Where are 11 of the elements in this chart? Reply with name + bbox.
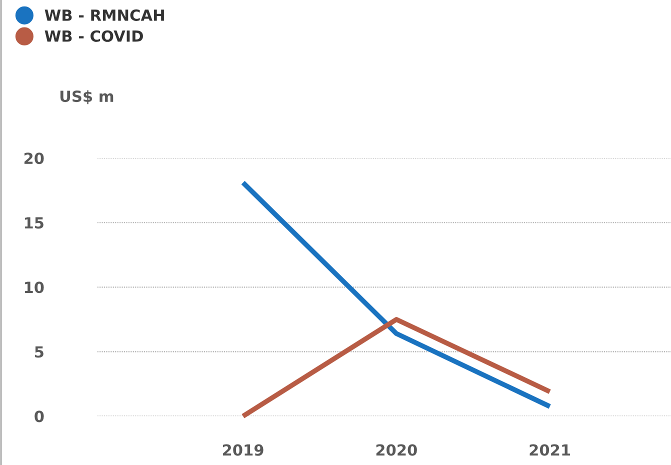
legend-label: WB - COVID (44, 30, 143, 42)
x-tick-label: 2020 (376, 444, 417, 456)
x-tick-label: 2021 (530, 444, 570, 456)
y-tick-label: 5 (35, 346, 44, 358)
legend-label: WB - RMNCAH (44, 9, 164, 21)
y-tick-label: 10 (24, 282, 44, 294)
x-tick-label: 2019 (222, 444, 264, 456)
y-axis-title: US$ m (60, 90, 114, 104)
y-tick-label: 20 (24, 152, 44, 164)
y-tick-label: 15 (24, 217, 44, 229)
y-tick-label: 0 (34, 410, 44, 422)
